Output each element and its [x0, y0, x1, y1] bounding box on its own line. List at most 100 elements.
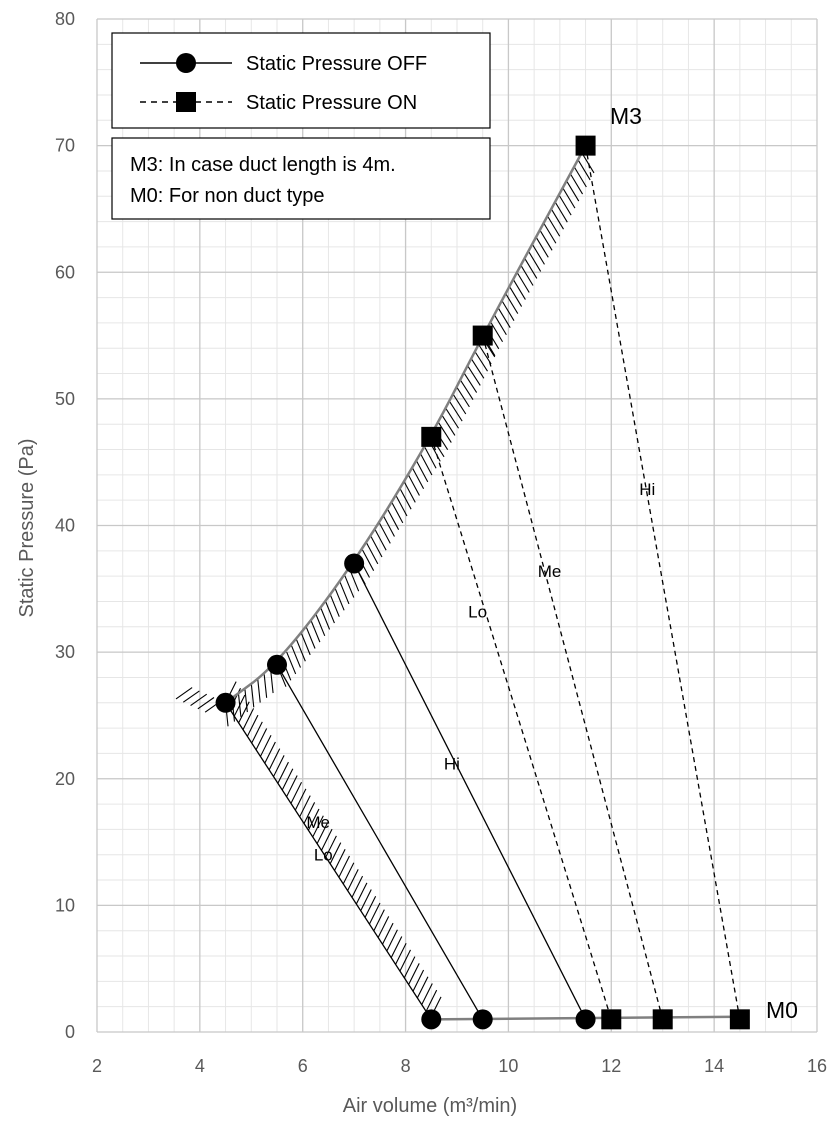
curve-label-lo: Lo [468, 603, 487, 622]
hatch-mark [416, 976, 429, 999]
hatch-mark [270, 669, 274, 694]
hatch-mark [391, 501, 404, 524]
hatch-mark [299, 795, 311, 818]
hatch-mark [558, 194, 572, 216]
hatch-mark [182, 690, 200, 703]
series-line-dashed-lo [430, 436, 612, 1020]
hatch-mark [255, 728, 268, 750]
hatch-mark [569, 173, 584, 195]
circle-marker [472, 1009, 493, 1030]
y-tick-label: 50 [55, 389, 75, 409]
hatch-mark [456, 386, 470, 408]
hatch-mark [273, 755, 285, 777]
circle-marker [575, 1009, 596, 1030]
y-tick-label: 70 [55, 136, 75, 156]
hatch-mark [581, 152, 595, 174]
hatch-mark [550, 208, 564, 230]
hatch-mark [399, 488, 412, 510]
hatch-mark [508, 286, 523, 307]
end-label-m0: M0 [766, 997, 798, 1023]
hatch-mark [441, 415, 456, 436]
x-tick-label: 14 [704, 1056, 724, 1076]
series-line-dashed-hi [584, 145, 741, 1020]
hatch-mark [395, 494, 408, 517]
hatch-mark [531, 243, 545, 265]
hatch-mark [467, 365, 481, 386]
hatch-mark [238, 701, 250, 724]
hatch-mark [420, 453, 433, 476]
hatch-mark [493, 314, 507, 336]
y-tick-label: 80 [55, 9, 75, 29]
hatch-mark [421, 983, 433, 1005]
x-tick-label: 4 [195, 1056, 205, 1076]
legend-marker-square [176, 92, 196, 112]
hatch-mark [374, 529, 387, 551]
hatch-mark [520, 264, 534, 286]
hatch-mark [342, 862, 355, 885]
x-tick-label: 10 [498, 1056, 518, 1076]
hatch-mark [315, 613, 326, 636]
x-tick-label: 16 [807, 1056, 827, 1076]
hatch-mark [382, 922, 394, 945]
hatch-mark [334, 849, 346, 871]
circle-marker [267, 654, 287, 675]
square-marker [575, 135, 596, 156]
hatch-mark [378, 522, 391, 544]
curve-labels: Lo Me Hi Lo Me Hi [306, 480, 655, 865]
hatch-mark [242, 708, 255, 730]
series-line-solid-me [276, 664, 484, 1020]
y-tick-label: 20 [55, 769, 75, 789]
hatch-mark [477, 343, 492, 365]
hatch-mark [382, 515, 395, 537]
hatch-mark [291, 645, 302, 668]
hatch-mark [566, 180, 580, 202]
series-markers [215, 135, 750, 1030]
hatch-mark [535, 236, 549, 258]
legend-label-off: Static Pressure OFF [246, 53, 427, 75]
legend-label-on: Static Pressure ON [246, 92, 417, 114]
hatch-mark [250, 683, 255, 708]
hatch-mark [366, 542, 379, 565]
y-tick-label: 0 [65, 1022, 75, 1042]
hatch-mark [364, 896, 377, 918]
hatch-mark [268, 748, 281, 771]
hatch-mark [344, 575, 355, 598]
legend: Static Pressure OFF Static Pressure ON [111, 32, 491, 129]
series-line-dashed-me [482, 335, 664, 1020]
hatch-mark [325, 835, 337, 858]
curve-label-hi: Hi [639, 480, 655, 499]
hatch-mark [339, 581, 350, 605]
hatch-mark [386, 508, 400, 530]
hatch-mark [411, 467, 425, 489]
series-line-solid-hi [353, 563, 587, 1020]
hatch-mark [577, 159, 591, 181]
hatch-mark [562, 187, 576, 209]
hatch-mark [303, 802, 316, 824]
hatch-mark [416, 460, 429, 483]
circle-marker [421, 1009, 442, 1030]
hatch-mark [527, 250, 542, 272]
hatch-mark [370, 535, 383, 558]
hatch-mark [351, 875, 364, 898]
hatch-mark [251, 721, 263, 744]
hatch-mark [408, 963, 420, 985]
curve-label-me: Me [306, 813, 330, 832]
hatch-mark [175, 687, 193, 700]
hatch-mark [474, 350, 488, 372]
hatch-mark [197, 697, 215, 710]
hatch-mark [233, 694, 246, 717]
hatch-mark [312, 815, 324, 838]
hatch-mark [470, 358, 485, 379]
hatch-mark [543, 222, 557, 244]
hatch-mark [360, 889, 372, 911]
hatch-mark [573, 166, 587, 188]
x-tick-label: 8 [401, 1056, 411, 1076]
y-tick-label: 30 [55, 642, 75, 662]
hatch-mark [390, 936, 403, 958]
hatch-mark [425, 989, 438, 1012]
hatch-mark [539, 229, 553, 251]
hatch-mark [489, 321, 504, 343]
hatch-mark [320, 607, 331, 630]
circle-marker [344, 553, 365, 574]
hatch-mark [305, 626, 316, 649]
